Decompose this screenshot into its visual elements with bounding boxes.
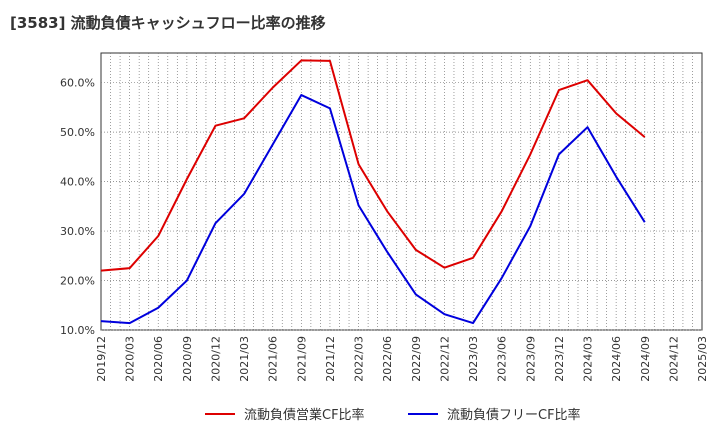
x-tick-label: 2023/12 — [553, 336, 566, 382]
y-tick-label: 50.0% — [60, 126, 95, 139]
x-tick-label: 2024/09 — [639, 336, 652, 382]
chart-title: [3583] 流動負債キャッシュフロー比率の推移 — [10, 14, 326, 32]
plot-area — [100, 52, 703, 331]
x-tick-label: 2024/03 — [582, 336, 595, 382]
y-tick-label: 60.0% — [60, 77, 95, 90]
x-tick-label: 2021/09 — [295, 336, 308, 382]
x-tick-label: 2021/06 — [267, 336, 280, 382]
x-tick-label: 2020/06 — [152, 336, 165, 382]
x-tick-label: 2023/03 — [467, 336, 480, 382]
series-line-1 — [100, 59, 646, 272]
x-tick-label: 2022/12 — [438, 336, 451, 382]
x-tick-label: 2020/12 — [209, 336, 222, 382]
series-line-2 — [100, 94, 646, 325]
x-tick-label: 2023/09 — [524, 336, 537, 382]
x-tick-label: 2022/03 — [353, 336, 366, 382]
x-tick-label: 2025/03 — [696, 336, 709, 382]
x-tick-label: 2020/09 — [181, 336, 194, 382]
x-tick-label: 2020/03 — [124, 336, 137, 382]
y-tick-label: 40.0% — [60, 176, 95, 189]
y-tick-label: 10.0% — [60, 324, 95, 337]
x-tick-label: 2022/06 — [381, 336, 394, 382]
legend-label-1: 流動負債営業CF比率 — [244, 407, 365, 423]
x-tick-label: 2023/06 — [496, 336, 509, 382]
y-tick-label: 20.0% — [60, 275, 95, 288]
x-tick-label: 2022/09 — [410, 336, 423, 382]
y-tick-label: 30.0% — [60, 225, 95, 238]
x-tick-label: 2021/12 — [324, 336, 337, 382]
x-tick-label: 2019/12 — [95, 336, 108, 382]
x-tick-label: 2024/12 — [667, 336, 680, 382]
x-tick-label: 2021/03 — [238, 336, 251, 382]
x-tick-label: 2024/06 — [610, 336, 623, 382]
legend-label-2: 流動負債フリーCF比率 — [447, 407, 581, 423]
